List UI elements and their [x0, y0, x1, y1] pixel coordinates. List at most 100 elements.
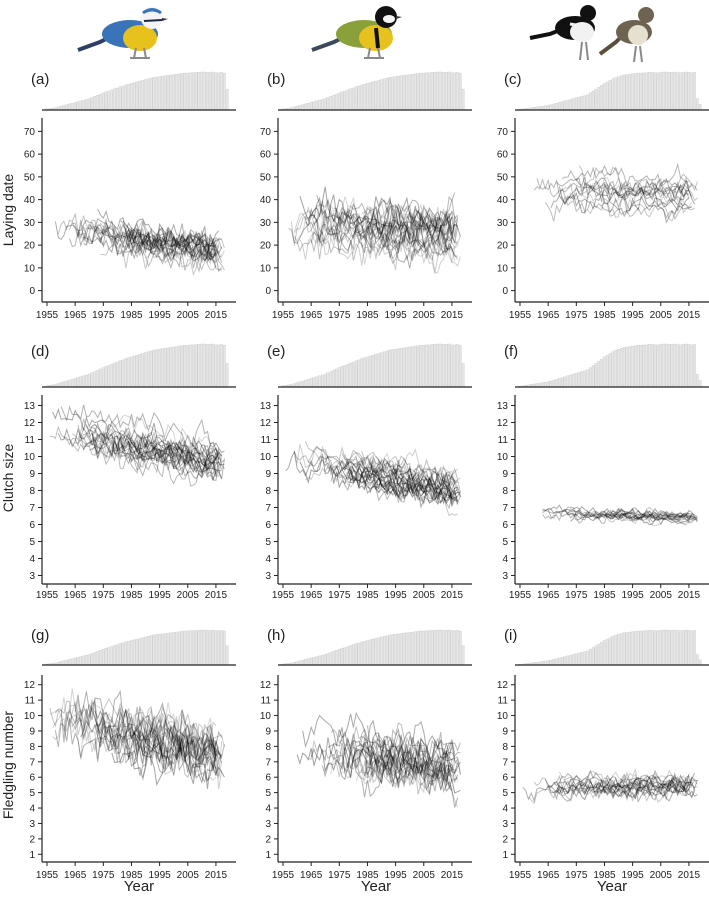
- histogram-bar: [377, 637, 380, 666]
- series-line: [133, 722, 220, 769]
- histogram-bar: [180, 345, 184, 388]
- histogram-bar: [673, 343, 676, 388]
- histogram-bar: [385, 77, 389, 111]
- series-line: [125, 227, 220, 262]
- histogram-bar: [84, 99, 88, 111]
- series-line: [533, 771, 698, 795]
- histogram-bar: [180, 73, 184, 111]
- histogram-bar: [665, 343, 668, 388]
- histogram-bar: [113, 645, 116, 666]
- series-line: [139, 443, 225, 472]
- x-tick-label: 1965: [537, 590, 560, 601]
- histogram-bar: [659, 630, 662, 666]
- series-line: [364, 212, 459, 248]
- histogram-bar: [456, 630, 459, 666]
- histogram-bar: [326, 97, 330, 111]
- histogram-bar: [628, 74, 631, 111]
- histogram-bar: [357, 642, 361, 666]
- series-line: [604, 509, 695, 521]
- series-line: [364, 754, 453, 784]
- y-tick-label: 10: [260, 452, 272, 463]
- histogram-bar: [79, 100, 82, 111]
- histogram-bar: [225, 645, 229, 666]
- histogram-bar: [76, 657, 80, 666]
- histogram-bar: [447, 629, 451, 666]
- y-tick-label: 3: [265, 819, 271, 830]
- histogram-bar: [177, 73, 181, 111]
- histogram-bar: [569, 655, 572, 666]
- histogram-bar: [306, 102, 310, 111]
- panel-label-e: (e): [267, 343, 285, 360]
- histogram-bar: [442, 630, 445, 666]
- histogram-bar: [127, 83, 130, 111]
- histogram-bar: [662, 71, 665, 111]
- histogram-bar: [552, 659, 555, 666]
- histogram-bar: [152, 634, 156, 666]
- series-line: [578, 165, 698, 196]
- histogram-bar: [163, 75, 167, 111]
- histogram-bar: [315, 656, 319, 666]
- series-line: [575, 175, 693, 198]
- histogram-bar: [397, 75, 400, 111]
- x-tick-label: 2015: [678, 590, 701, 601]
- histogram-bar: [605, 81, 609, 111]
- histogram-bar: [603, 83, 606, 111]
- series-line: [321, 749, 459, 808]
- histogram-bar: [673, 629, 676, 666]
- series-line: [100, 713, 225, 764]
- y-tick-label: 10: [497, 711, 509, 722]
- histogram-bar: [552, 103, 555, 111]
- series-line: [94, 434, 223, 466]
- histogram-bar: [425, 630, 428, 666]
- x-tick-label: 1975: [92, 310, 115, 321]
- histogram-bar: [422, 630, 426, 666]
- x-tick-label: 1985: [356, 310, 379, 321]
- x-axis-title-b: Year: [361, 878, 391, 895]
- series-line: [139, 708, 217, 762]
- histogram-bar: [428, 72, 431, 111]
- histogram-bar: [222, 630, 226, 666]
- histogram-bar: [318, 375, 321, 388]
- histogram-bar: [155, 634, 159, 666]
- series-line: [125, 448, 217, 482]
- series-line: [367, 482, 459, 505]
- histogram-bar: [130, 83, 133, 111]
- x-tick-label: 1975: [328, 870, 351, 881]
- histogram-bar: [634, 73, 637, 111]
- histogram-bar: [200, 629, 204, 666]
- histogram-bar: [84, 655, 88, 666]
- histogram-bar: [645, 344, 648, 388]
- series-line: [131, 232, 220, 252]
- x-tick-label: 1965: [64, 590, 87, 601]
- histogram-bar: [681, 72, 685, 111]
- series-line: [77, 426, 220, 466]
- histogram-bar: [113, 362, 116, 388]
- series-line: [72, 417, 217, 469]
- series-group-f: [542, 504, 698, 527]
- histogram-bar: [121, 642, 125, 666]
- histogram-bar: [447, 71, 451, 111]
- histogram-bar: [555, 379, 558, 388]
- x-tick-label: 2015: [441, 590, 464, 601]
- sample-histogram-b: [278, 71, 472, 111]
- series-line: [615, 181, 698, 201]
- histogram-bar: [600, 85, 603, 111]
- histogram-bar: [93, 96, 97, 111]
- histogram-bar: [563, 656, 567, 666]
- series-line: [364, 753, 453, 791]
- histogram-bar: [183, 630, 187, 666]
- histogram-bar: [352, 361, 355, 388]
- y-tick-label: 9: [502, 469, 508, 480]
- x-tick-label: 1955: [509, 590, 532, 601]
- histogram-bar: [436, 71, 440, 111]
- histogram-bar: [65, 380, 68, 388]
- histogram-bar: [608, 637, 612, 666]
- histogram-bar: [175, 346, 178, 388]
- series-line: [316, 214, 458, 262]
- panel-label-d: (d): [31, 343, 49, 360]
- y-tick-label: 11: [25, 696, 36, 707]
- histogram-bar: [558, 657, 561, 666]
- sample-histogram-d: [42, 343, 236, 388]
- series-line: [550, 194, 692, 224]
